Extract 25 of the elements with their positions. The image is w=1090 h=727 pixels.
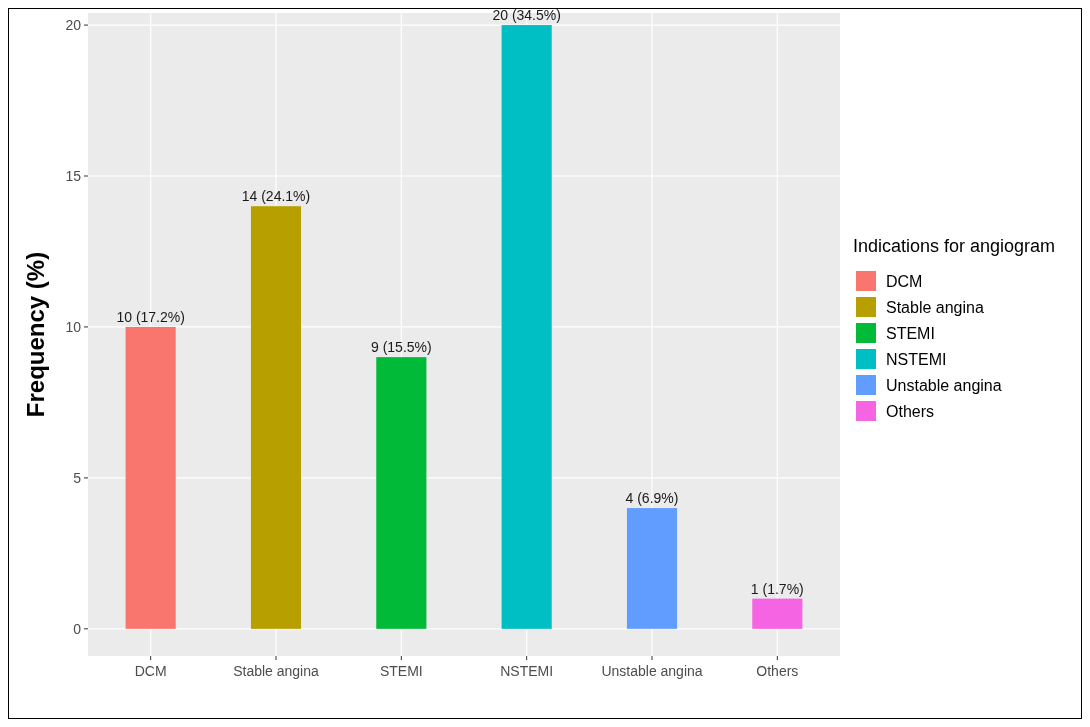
x-tick-label: STEMI <box>379 663 423 679</box>
data-label: 10 (17.2%) <box>116 308 185 325</box>
x-tick-label: Others <box>756 663 799 679</box>
legend-label: NSTEMI <box>886 350 947 368</box>
y-tick-label: 0 <box>73 620 82 637</box>
data-label: 14 (24.1%) <box>241 188 311 205</box>
data-label: 9 (15.5%) <box>370 339 432 356</box>
legend-label: Unstable angina <box>886 376 1002 394</box>
data-label: 1 (1.7%) <box>750 580 804 597</box>
y-tick-label: 5 <box>73 469 82 486</box>
x-tick-label: DCM <box>134 663 167 679</box>
legend-label: Stable angina <box>886 298 984 316</box>
legend-label: STEMI <box>886 324 935 342</box>
x-tick-label: Stable angina <box>233 663 320 679</box>
legend-label: Others <box>886 402 935 420</box>
legend-label: DCM <box>886 272 923 290</box>
data-label: 4 (6.9%) <box>625 490 679 507</box>
x-tick-label: NSTEMI <box>500 663 554 679</box>
data-label: 20 (34.5%) <box>492 7 561 24</box>
y-tick-label: 15 <box>65 167 82 184</box>
y-tick-label: 10 <box>65 318 82 335</box>
y-tick-label: 20 <box>65 16 82 33</box>
legend-title: Indications for angiogram <box>853 236 1056 256</box>
x-tick-label: Unstable angina <box>601 663 703 679</box>
y-axis-title: Frequency (%) <box>22 251 49 418</box>
